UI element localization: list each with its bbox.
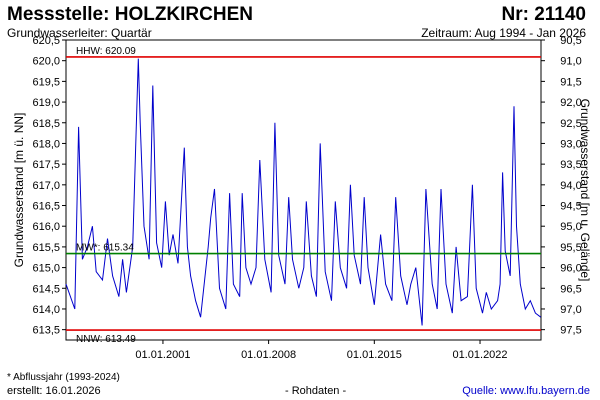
y-left-tick-label: 618,0 [32,138,60,150]
plot-frame [65,39,542,341]
mw-label: MW*: 615.34 [76,243,134,254]
raw-data-label: - Rohdaten - [285,385,347,397]
y-left-axis-label: Grundwasserstand [m ü. NN] [12,113,26,268]
plot-area: 620,5 620,0 619,5 619,0 618,5 618,0 617,5 617,0… [12,35,592,361]
x-tick-label: 01.01.2015 [347,349,402,361]
nnw-label: NNW: 613.49 [76,334,136,345]
station-number: Nr: 21140 [501,4,586,25]
page-title: Messstelle: HOLZKIRCHEN [7,4,253,25]
y-right-tick-label: 92,0 [560,97,581,109]
y-right-axis-label: Grundwasserstand [m u. Gelände] [578,99,592,282]
y-left-tick-label: 614,5 [32,283,60,295]
y-left-tick-label: 620,0 [32,56,60,68]
y-left-tick-label: 613,5 [32,325,60,337]
y-right-tick-label: 95,5 [560,242,581,254]
created-date: erstellt: 16.01.2026 [7,385,101,397]
period-label: Zeitraum: Aug 1994 - Jan 2026 [421,26,586,40]
y-left-tick-label: 618,5 [32,118,60,130]
y-left-tick-label: 617,0 [32,180,60,192]
y-right-tick-label: 90,5 [560,35,581,47]
source-link[interactable]: Quelle: www.lfu.bayern.de [462,385,590,397]
y-right-tick-label: 97,5 [560,325,581,337]
aquifer-label: Grundwasserleiter: Quartär [7,26,152,40]
y-left-tick-label: 616,0 [32,221,60,233]
y-right-tick-label: 94,5 [560,201,581,213]
y-right-tick-label: 97,0 [560,304,581,316]
x-tick-label: 01.01.2022 [452,349,507,361]
y-left-tick-label: 620,5 [32,35,60,47]
y-left-tick-label: 619,0 [32,97,60,109]
y-left-tick-label: 615,5 [32,242,60,254]
hhw-label: HHW: 620.09 [76,46,136,57]
y-left-tick-label: 614,0 [32,304,60,316]
y-right-tick-label: 91,5 [560,76,581,88]
y-right-tick-label: 95,0 [560,221,581,233]
x-tick-label: 01.01.2008 [241,349,296,361]
y-left-tick-label: 619,5 [32,76,60,88]
y-right-tick-label: 96,0 [560,263,581,275]
y-left-tick-label: 615,0 [32,263,60,275]
y-right-tick-label: 94,0 [560,180,581,192]
y-right-tick-label: 93,5 [560,159,581,171]
y-right-tick-label: 91,0 [560,56,581,68]
y-right-tick-label: 92,5 [560,118,581,130]
y-left-tick-label: 617,5 [32,159,60,171]
footnote: * Abflussjahr (1993-2024) [7,372,120,383]
y-left-tick-label: 616,5 [32,201,60,213]
y-right-tick-label: 93,0 [560,138,581,150]
y-right-tick-label: 96,5 [560,283,581,295]
x-tick-label: 01.01.2001 [135,349,190,361]
